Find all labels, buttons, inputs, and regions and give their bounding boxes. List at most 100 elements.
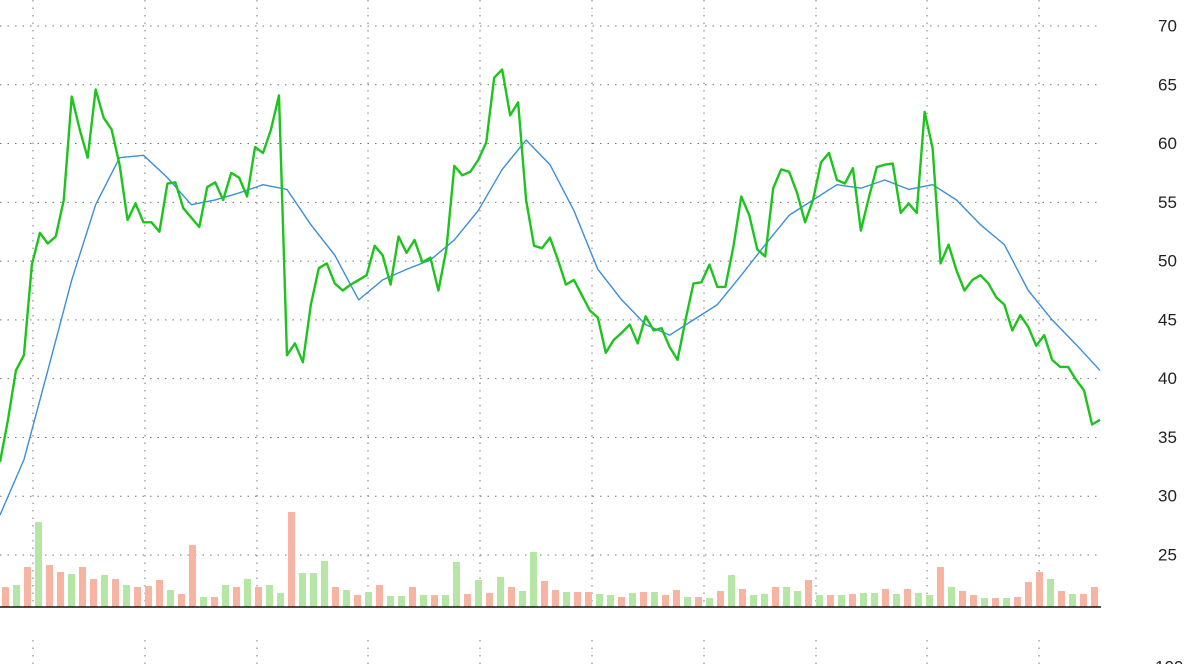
- volume-bar: [574, 592, 581, 607]
- volume-bar: [849, 594, 856, 607]
- y-tick-label: 45: [1158, 310, 1177, 329]
- y-tick-label: 40: [1158, 369, 1177, 388]
- volume-bar: [46, 565, 53, 607]
- volume-bar: [90, 579, 97, 607]
- volume-bar: [981, 598, 988, 607]
- volume-bar: [387, 596, 394, 607]
- volume-bar: [288, 512, 295, 607]
- volume-bar: [178, 594, 185, 607]
- y-tick-label: 55: [1158, 193, 1177, 212]
- y-tick-label: 65: [1158, 75, 1177, 94]
- volume-bar: [277, 593, 284, 607]
- volume-bar: [673, 590, 680, 607]
- volume-bar: [354, 595, 361, 607]
- volume-bar: [112, 579, 119, 607]
- volume-bar: [2, 587, 9, 607]
- volume-bar: [607, 595, 614, 607]
- volume-bar: [431, 595, 438, 607]
- volume-bar: [860, 593, 867, 607]
- volume-bar: [640, 592, 647, 607]
- volume-bar: [24, 567, 31, 607]
- volume-bar: [750, 595, 757, 607]
- volume-bar: [992, 598, 999, 607]
- volume-bar: [200, 597, 207, 607]
- volume-bar: [1080, 594, 1087, 607]
- volume-bar: [629, 593, 636, 607]
- volume-bar: [937, 567, 944, 607]
- volume-bar: [398, 596, 405, 607]
- volume-bar: [530, 552, 537, 607]
- volume-bar: [893, 594, 900, 607]
- volume-bar: [662, 595, 669, 607]
- volume-bar: [233, 587, 240, 607]
- volume-bar: [882, 589, 889, 607]
- volume-bar: [156, 580, 163, 607]
- volume-bar: [35, 522, 42, 607]
- volume-bar: [684, 597, 691, 607]
- volume-bar: [420, 595, 427, 607]
- volume-bar: [563, 592, 570, 607]
- lower-y-tick-label: 100: [1155, 657, 1183, 664]
- volume-bars: [2, 512, 1098, 607]
- volume-bar: [695, 597, 702, 607]
- volume-bar: [57, 572, 64, 607]
- volume-bar: [794, 591, 801, 607]
- volume-bar: [145, 586, 152, 607]
- volume-bar: [365, 592, 372, 607]
- volume-bar: [222, 585, 229, 607]
- volume-bar: [816, 595, 823, 607]
- volume-bar: [167, 590, 174, 607]
- volume-bar: [442, 595, 449, 607]
- volume-bar: [1091, 587, 1098, 607]
- volume-bar: [475, 580, 482, 607]
- volume-bar: [717, 591, 724, 607]
- volume-bar: [497, 577, 504, 607]
- volume-bar: [948, 587, 955, 607]
- volume-bar: [805, 580, 812, 607]
- volume-bar: [585, 592, 592, 607]
- volume-bar: [343, 590, 350, 607]
- volume-bar: [959, 591, 966, 607]
- volume-bar: [79, 567, 86, 607]
- volume-bar: [68, 574, 75, 607]
- price-line: [0, 68, 1101, 463]
- y-tick-label: 35: [1158, 428, 1177, 447]
- volume-bar: [310, 573, 317, 607]
- volume-bar: [1003, 598, 1010, 607]
- volume-bar: [772, 587, 779, 607]
- volume-bar: [761, 594, 768, 607]
- volume-bar: [915, 593, 922, 607]
- volume-bar: [541, 581, 548, 607]
- volume-bar: [486, 593, 493, 607]
- volume-bar: [409, 587, 416, 607]
- y-tick-label: 25: [1158, 545, 1177, 564]
- volume-bar: [376, 585, 383, 607]
- volume-bar: [706, 598, 713, 607]
- volume-bar: [508, 587, 515, 607]
- volume-bar: [1047, 579, 1054, 607]
- volume-bar: [871, 593, 878, 607]
- volume-bar: [299, 573, 306, 607]
- y-tick-label: 30: [1158, 487, 1177, 506]
- volume-bar: [211, 597, 218, 607]
- volume-bar: [618, 597, 625, 607]
- volume-bar: [1069, 594, 1076, 607]
- volume-bar: [1025, 582, 1032, 607]
- volume-bar: [321, 561, 328, 607]
- volume-bar: [926, 595, 933, 607]
- volume-bar: [596, 594, 603, 607]
- volume-bar: [970, 595, 977, 607]
- y-tick-label: 50: [1158, 252, 1177, 271]
- y-tick-label: 70: [1158, 16, 1177, 35]
- volume-bar: [904, 589, 911, 607]
- volume-bar: [783, 587, 790, 607]
- volume-bar: [728, 575, 735, 607]
- volume-bar: [552, 590, 559, 607]
- volume-bar: [101, 575, 108, 607]
- volume-bar: [519, 591, 526, 607]
- volume-bar: [453, 562, 460, 607]
- volume-bar: [266, 585, 273, 607]
- volume-bar: [739, 589, 746, 607]
